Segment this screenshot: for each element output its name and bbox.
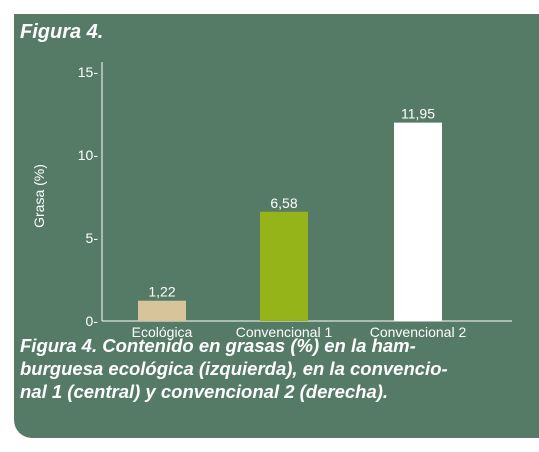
x-category-label: Ecológica: [132, 324, 193, 340]
y-tick-label: 10-: [78, 147, 99, 163]
y-tick-label: 15-: [78, 64, 99, 80]
y-tick-label: 0-: [86, 313, 99, 329]
bar: [138, 300, 186, 321]
x-category-label: Convencional 2: [370, 324, 467, 340]
caption-line-3: nal 1 (central) y convencional 2 (derech…: [20, 381, 389, 402]
bar: [260, 211, 308, 321]
y-tick-label: 5-: [86, 230, 99, 246]
bar: [394, 122, 442, 321]
x-category-label: Convencional 1: [236, 324, 333, 340]
bar-value-label: 6,58: [270, 195, 297, 211]
bar-value-label: 1,22: [148, 284, 175, 300]
figure-heading: Figura 4.: [20, 21, 104, 43]
figure-caption: Figura 4. Contenido en grasas (%) en la …: [20, 334, 520, 403]
caption-line-2: burguesa ecológica (izquierda), en la co…: [20, 358, 448, 379]
y-axis-label: Grasa (%): [31, 164, 47, 228]
bar-value-label: 11,95: [401, 106, 435, 122]
caption-line-1: Figura 4. Contenido en grasas (%) en la …: [20, 335, 416, 356]
